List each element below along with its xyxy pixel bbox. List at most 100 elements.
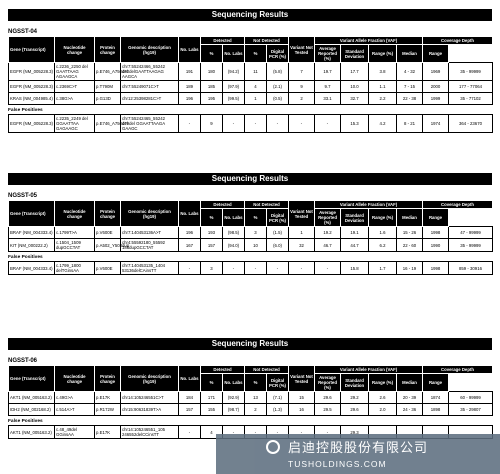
table-cell: 29.2 [340,391,370,404]
table-cell: - [314,114,341,133]
table-cell: 24 - 36 [396,403,424,416]
table-cell: 155 [200,403,223,416]
company-logo-icon [266,440,280,454]
column-header: Not Detected [243,365,290,374]
table-cell: EGFR (NM_005228.3) [8,62,55,81]
section-title: Sequencing Results [8,338,492,350]
column-header: Median [396,373,424,392]
table-cell: c.514A>T [54,403,95,416]
column-header: Digital PCR (%) [265,208,290,227]
table-cell: (1.5) [265,226,290,239]
table-cell: (7.1) [265,391,290,404]
section-title: Sequencing Results [8,9,492,21]
column-header: Coverage Depth [422,200,494,209]
column-header: No. Labs [222,44,245,63]
column-header: Detected [200,36,245,45]
false-positive-row: AKT1 (NM_005163.2) c.48_49del GGinsAA p.E1… [8,425,493,439]
table-cell: 22 - 38 [396,92,424,105]
watermark-chinese-text: 启迪控股股份有限公司 [288,441,429,456]
table-cell: 1999 [422,92,450,105]
column-header: Median [396,44,424,63]
table-cell: 1969 [422,62,450,81]
column-header: Gene (Transcript) [8,365,55,392]
table-cell: 15.3 [340,114,369,133]
table-cell: chr4:55592180_55592 185dupGCCTAT [120,238,179,252]
column-header: % [200,208,223,227]
table-cell: BRAF (NM_004333.4) [8,261,55,275]
sample-label: NGSST-06 [8,358,38,364]
table-cell: (5.8) [265,62,290,81]
column-header: Not Detected [243,36,290,45]
table-cell: chr7:55242465_55242 479del GGAATTAAGA GA… [120,114,179,133]
table-cell: chr14:105246551_105 246552delCCinsTT [120,425,179,439]
table-cell: 193 [200,226,223,239]
table-cell: 157 [200,238,223,252]
table-cell: 1874 [422,391,450,404]
sample-label: NGSST-05 [8,193,38,199]
table-cell: p.E17K [94,425,121,439]
table-cell: EGFR (NM_005228.3) [8,80,55,93]
table-cell: 4 - 32 [396,62,424,81]
section-ngsst-04: Sequencing Results NGSST-04 Gene (Transc… [8,9,494,133]
table-cell: 2.0 [368,403,398,416]
column-header: Genomic description (hg19) [120,365,179,392]
table-cell: 16 - 19 [396,261,423,275]
table-cell: 35 - 29807 [448,403,494,416]
column-header: Range (%) [368,44,398,63]
column-header: Average Reported (%) [314,44,342,63]
table-cell: 35 - 77102 [448,92,494,105]
table-cell: 2 [288,92,316,105]
results-table: Gene (Transcript) Nucleotide change Protei… [8,365,494,416]
false-positives-label: False Positives [8,255,43,260]
false-positives-table: BRAF (NM_004333.4) c.1799_1800 delTGinsAA… [8,261,493,275]
table-cell: 1 [288,226,316,239]
section-ngsst-05: Sequencing Results NGSST-05 Gene (Transc… [8,173,494,275]
table-row: AKT1 (NM_005163.2) c.49G>A p.E17K chr14:105… [8,391,494,404]
table-cell: 1998 [422,261,449,275]
table-cell: p.A502_Y503dup [94,238,129,252]
table-cell: - [244,114,267,133]
table-cell: AKT1 (NM_005163.2) [8,391,55,404]
table-cell: 20 - 39 [396,391,424,404]
table-row: BRAF (NM_004333.4) c.1799T>A p.V600E chr7:1… [8,226,494,239]
table-cell: 35 - 99999 [448,238,494,252]
column-header: Range [422,44,450,63]
column-header: Range [422,208,450,227]
results-table: Gene (Transcript) Nucleotide change Protei… [8,200,494,252]
column-header: Median [396,208,424,227]
table-cell: 3.8 [368,62,398,81]
column-header: Genomic description (hg19) [120,36,179,63]
table-row: EGFR (NM_005228.3) c.2369C>T p.T790M chr7:5… [8,80,494,93]
table-cell: c.1799T>A [54,226,95,239]
table-cell: p.E746_A750del [94,114,128,133]
table-cell: 15 [288,391,316,404]
table-cell: 1974 [422,114,449,133]
column-header: Nucleotide change [54,200,95,227]
subheader-row: % No. Labs% Digital PCR (%) Average Reporte… [9,373,493,392]
column-header: Variant Allele Fraction (VAF) [314,365,424,374]
table-cell: 1.6 [368,226,398,239]
table-cell: p.V600E [94,261,121,275]
table-cell: 195 [200,92,223,105]
table-row: KIT (NM_000222.2) c.1504_1509 dupGCCTAT p.… [8,238,494,252]
column-header: Gene (Transcript) [8,200,55,227]
table-cell: 19.7 [314,62,342,81]
table-cell: - [244,261,267,275]
column-header: Gene (Transcript) [8,36,55,63]
table-cell: chr15:90631839T>A [120,403,179,416]
column-header: Nucleotide change [54,36,95,63]
table-cell: (99.5) [222,92,245,105]
table-cell: 196 [178,226,201,239]
column-header: No. Labs [222,373,245,392]
column-header: Standard Deviation [340,208,370,227]
table-cell: 157 [178,403,201,416]
table-cell: - [178,425,201,439]
table-cell: - [178,114,201,133]
column-header: Coverage Depth [422,36,494,45]
table-cell: AKT1 (NM_005163.2) [8,425,55,439]
table-cell: 13 [244,391,267,404]
table-cell: 29.6 [340,403,370,416]
table-cell: chr7:55249071C>T [120,80,179,93]
section-ngsst-06: Sequencing Results NGSST-06 Gene (Transc… [8,338,494,439]
table-cell: c.1799_1800 delTGinsAA [54,261,95,275]
